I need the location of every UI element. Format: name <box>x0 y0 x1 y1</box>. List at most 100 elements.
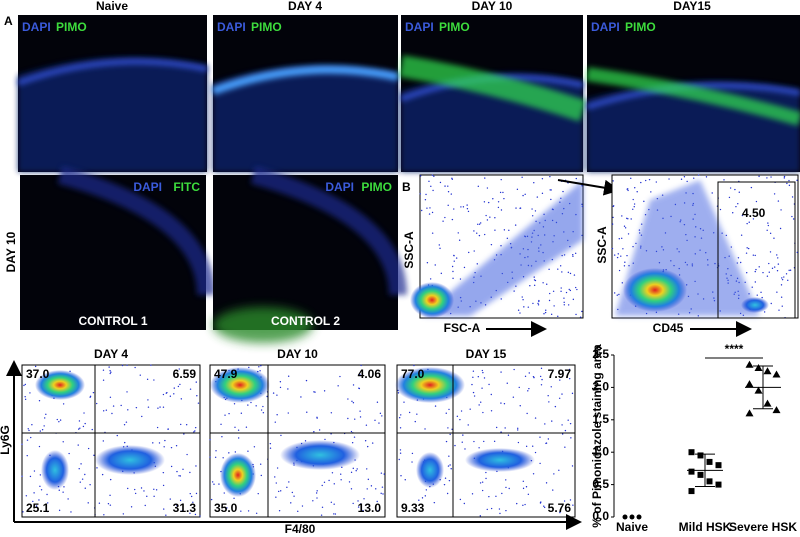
event <box>776 254 778 256</box>
event <box>537 304 540 306</box>
event <box>697 174 700 176</box>
event <box>683 176 686 178</box>
event <box>563 500 566 502</box>
event <box>527 306 530 308</box>
event <box>739 261 742 264</box>
event <box>447 185 449 187</box>
event <box>771 267 774 270</box>
event <box>153 488 155 490</box>
event <box>476 232 478 234</box>
event <box>439 181 442 184</box>
event <box>330 412 333 414</box>
event <box>323 390 326 392</box>
event <box>146 378 149 381</box>
event <box>27 428 29 430</box>
event <box>760 291 762 294</box>
event <box>275 496 277 498</box>
event <box>399 452 402 454</box>
event <box>93 454 95 457</box>
event <box>179 499 182 502</box>
event <box>109 504 112 506</box>
event <box>250 401 252 404</box>
event <box>276 394 278 396</box>
event <box>572 298 575 301</box>
event <box>467 424 469 426</box>
event <box>194 426 197 429</box>
event <box>789 269 792 271</box>
event <box>162 471 165 474</box>
event <box>403 401 405 403</box>
event <box>732 212 734 214</box>
event <box>574 286 577 289</box>
stain-label: DAPI <box>217 20 246 34</box>
event <box>43 417 46 419</box>
data-point <box>754 363 763 371</box>
event <box>469 408 471 410</box>
event <box>312 500 314 502</box>
data-point <box>688 488 695 495</box>
event <box>478 447 480 449</box>
event <box>25 495 28 497</box>
data-point <box>629 514 635 520</box>
event <box>486 219 489 221</box>
event <box>634 187 636 189</box>
event <box>367 478 370 481</box>
event <box>98 502 101 504</box>
event <box>359 410 361 412</box>
event <box>500 245 502 247</box>
event <box>431 232 434 234</box>
event <box>740 234 743 236</box>
event <box>189 512 191 514</box>
event <box>404 479 406 481</box>
event <box>483 233 486 236</box>
event <box>224 414 226 416</box>
event <box>287 388 289 390</box>
event <box>102 440 105 442</box>
panel-letter: B <box>402 180 411 194</box>
event <box>24 383 27 386</box>
event <box>125 421 128 423</box>
quadrant-value: 31.3 <box>173 501 197 515</box>
event <box>559 265 562 267</box>
event <box>534 417 537 419</box>
event <box>486 187 489 189</box>
event <box>756 294 758 296</box>
event <box>484 177 486 179</box>
event <box>485 471 487 474</box>
event <box>127 409 129 411</box>
event <box>364 440 367 442</box>
column-title: DAY 4 <box>288 0 322 13</box>
event <box>253 446 256 448</box>
event <box>734 188 736 191</box>
event <box>781 278 784 281</box>
event <box>536 196 539 198</box>
data-point <box>697 452 704 459</box>
event <box>288 481 290 483</box>
event <box>506 382 508 384</box>
event <box>557 315 559 318</box>
event <box>575 313 577 316</box>
event <box>333 503 335 505</box>
gate-value: 4.50 <box>742 206 766 220</box>
event <box>170 465 173 468</box>
event <box>787 279 789 282</box>
event <box>316 416 318 419</box>
x-tick-label: Severe HSK <box>729 520 797 534</box>
event <box>524 193 526 196</box>
event <box>668 178 670 180</box>
event <box>500 209 503 211</box>
event <box>421 497 424 499</box>
event <box>796 179 798 182</box>
event <box>777 257 779 259</box>
event <box>39 430 41 432</box>
event <box>240 510 242 512</box>
event <box>485 477 487 480</box>
event <box>464 448 466 450</box>
event <box>532 375 535 378</box>
event <box>143 490 145 492</box>
event <box>354 418 356 420</box>
event <box>680 178 683 180</box>
event <box>275 482 277 484</box>
event <box>444 477 447 479</box>
event <box>796 251 798 254</box>
